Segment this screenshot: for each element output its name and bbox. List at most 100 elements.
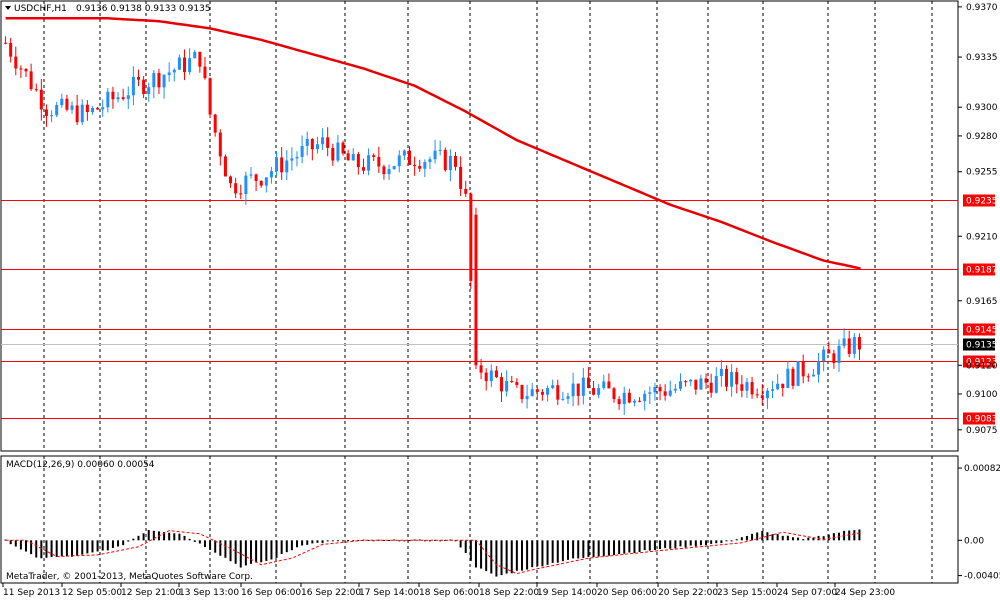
- macd-bar: [638, 540, 641, 552]
- macd-tick-label: 0.00: [964, 536, 984, 546]
- symbol-header[interactable]: USDCHF,H1 0.9136 0.9138 0.9133 0.9135: [5, 4, 211, 14]
- candle: [387, 164, 391, 180]
- macd-bar: [669, 540, 672, 549]
- time-tick-label: 19 Sep 14:00: [537, 588, 597, 598]
- chevron-down-icon[interactable]: [5, 6, 11, 10]
- candle: [96, 106, 100, 110]
- candle: [377, 146, 381, 173]
- macd-bar: [296, 540, 299, 548]
- candle: [351, 148, 355, 161]
- candle: [300, 135, 304, 164]
- level-label: 0.9145: [963, 323, 998, 336]
- macd-bar: [255, 540, 258, 563]
- candle: [489, 364, 493, 388]
- macd-bar: [91, 540, 94, 553]
- horizontal-levels[interactable]: 0.9235 0.9187 0.9145 0.9123 0.9083 0.9135: [1, 194, 998, 425]
- price-tick-label: 0.9075: [966, 426, 998, 436]
- candle: [704, 373, 708, 390]
- candle: [643, 390, 647, 411]
- macd-bar: [326, 540, 329, 542]
- svg-text:0.9145: 0.9145: [966, 326, 998, 336]
- price-pane[interactable]: [0, 0, 959, 452]
- macd-bar: [117, 540, 120, 547]
- macd-bar: [679, 540, 682, 547]
- macd-bar: [71, 540, 74, 557]
- candle: [208, 77, 212, 118]
- candle: [484, 368, 488, 391]
- macd-bar: [4, 539, 7, 541]
- candle: [433, 139, 437, 164]
- macd-bar: [229, 540, 232, 562]
- candle: [494, 366, 498, 379]
- macd-bar: [301, 540, 304, 546]
- candle: [571, 372, 575, 407]
- macd-bar: [214, 540, 217, 553]
- macd-bar: [342, 540, 345, 542]
- candle: [14, 46, 18, 76]
- macd-bar: [474, 540, 477, 568]
- candle: [735, 367, 739, 394]
- macd-bar: [413, 539, 416, 541]
- svg-text:0.9123: 0.9123: [966, 358, 998, 368]
- candle: [290, 147, 294, 171]
- macd-bar: [587, 540, 590, 557]
- candle: [556, 379, 560, 405]
- macd-bar: [101, 540, 104, 551]
- macd-bar: [526, 540, 529, 570]
- candle: [811, 368, 815, 377]
- candle: [249, 167, 253, 179]
- candle: [505, 370, 509, 397]
- candle: [586, 367, 590, 389]
- macd-bar: [858, 529, 861, 541]
- candle: [673, 383, 677, 394]
- macd-bar: [648, 540, 651, 551]
- macd-bar: [336, 540, 339, 542]
- candle: [535, 387, 539, 398]
- candle: [111, 86, 115, 109]
- candle: [29, 63, 33, 91]
- level-label: 0.9123: [963, 355, 998, 368]
- macd-bar: [694, 540, 697, 547]
- price-tick-label: 0.9165: [966, 297, 998, 307]
- candle: [638, 397, 642, 403]
- candle: [540, 389, 544, 401]
- svg-text:0.9187: 0.9187: [966, 266, 998, 276]
- candle: [397, 150, 401, 173]
- candle: [776, 374, 780, 391]
- macd-pane[interactable]: [0, 455, 959, 584]
- macd-histogram: [4, 529, 861, 577]
- price-tick-label: 0.9300: [966, 103, 998, 113]
- macd-bar: [439, 540, 442, 542]
- candle: [336, 135, 340, 163]
- candle: [167, 62, 171, 82]
- candle: [561, 391, 565, 401]
- candle: [229, 175, 233, 188]
- level-label: 0.9235: [963, 194, 998, 207]
- candle: [428, 156, 432, 170]
- candle: [459, 156, 463, 196]
- candle: [423, 159, 427, 178]
- macd-bar: [505, 540, 508, 574]
- macd-bar: [597, 540, 600, 557]
- candle: [234, 177, 238, 199]
- candle: [714, 367, 718, 394]
- candle: [725, 365, 729, 392]
- candle: [760, 384, 764, 406]
- macd-bar: [55, 540, 58, 557]
- candle: [218, 129, 222, 166]
- macd-bar: [403, 540, 406, 542]
- macd-bar: [81, 540, 84, 555]
- macd-header: MACD(12,26,9) 0.00060 0.00054: [6, 460, 155, 470]
- macd-bar: [832, 533, 835, 541]
- macd-bar: [198, 540, 201, 544]
- macd-bar: [510, 540, 513, 574]
- macd-bar: [96, 540, 99, 552]
- candle: [172, 68, 176, 82]
- macd-bar: [76, 540, 79, 556]
- ohlc-values: 0.9136 0.9138 0.9133 0.9135: [76, 4, 211, 14]
- candle: [269, 166, 273, 184]
- candle: [745, 378, 749, 399]
- candle: [551, 379, 555, 390]
- price-tick-label: 0.9255: [966, 168, 998, 178]
- candle: [607, 373, 611, 389]
